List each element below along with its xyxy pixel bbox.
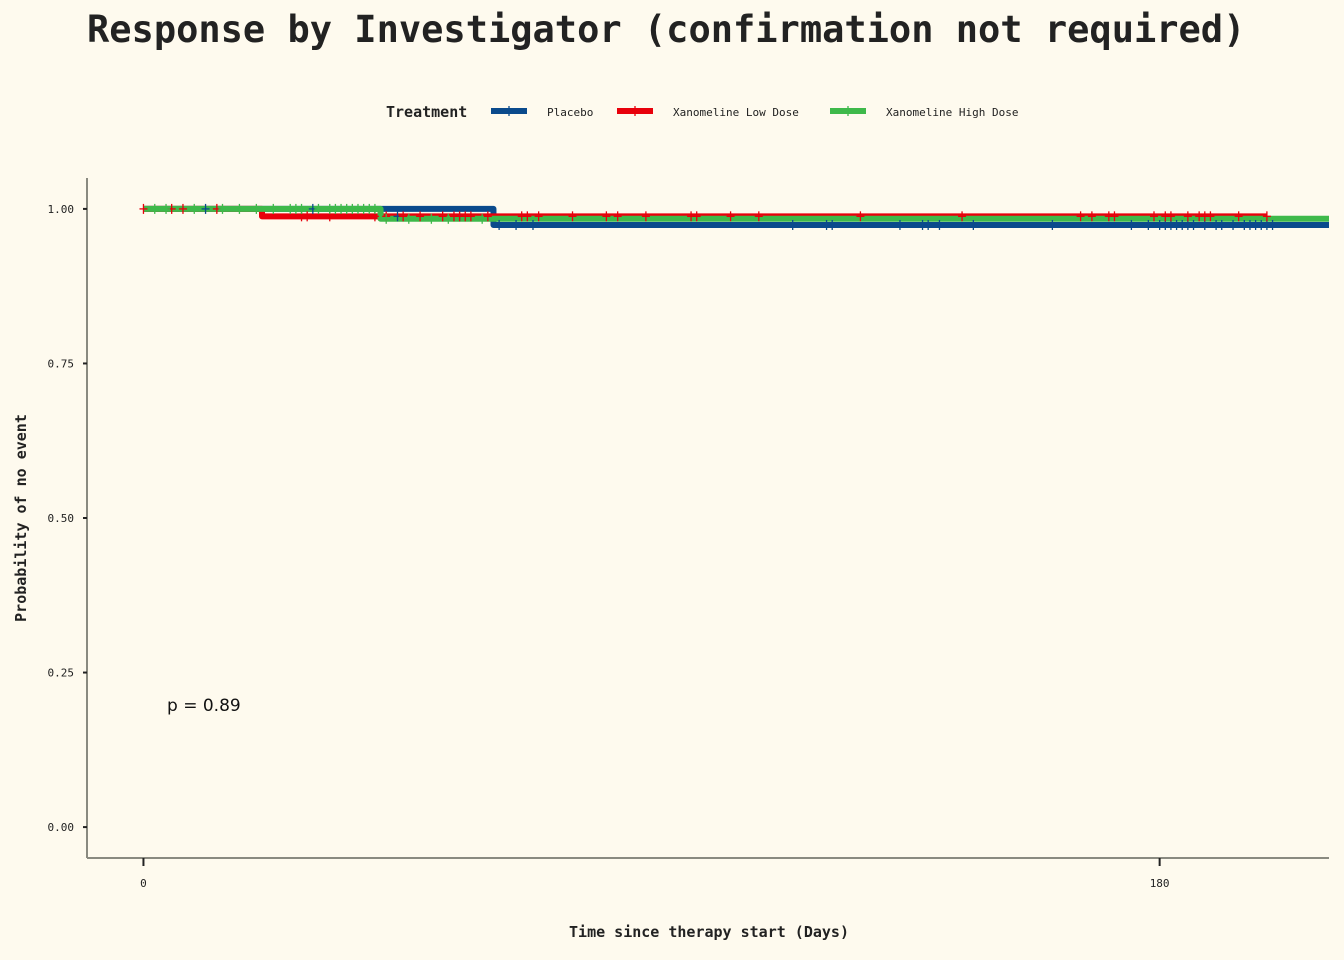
censor-mark	[478, 213, 487, 224]
censor-mark	[495, 219, 504, 230]
x-axis-title: Time since therapy start (Days)	[569, 923, 849, 941]
censor-mark	[370, 203, 379, 214]
censor-mark	[895, 219, 904, 230]
censor-mark	[178, 203, 187, 214]
censor-mark	[190, 203, 199, 214]
censor-mark	[303, 211, 312, 222]
censor-mark	[1234, 211, 1243, 222]
censor-mark	[382, 213, 391, 224]
censor-mark	[427, 213, 436, 224]
censor-mark	[235, 203, 244, 214]
chart-title: Response by Investigator (confirmation n…	[87, 8, 1245, 51]
legend-label-series-1: Placebo	[547, 106, 593, 119]
p-value-annotation: p = 0.89	[167, 696, 241, 716]
censor-mark	[602, 211, 611, 222]
censor-mark	[1127, 219, 1136, 230]
censor-mark	[512, 219, 521, 230]
censor-mark	[201, 203, 210, 214]
censor-mark	[1048, 219, 1057, 230]
censor-mark	[1229, 219, 1238, 230]
legend-label-series-2: Xanomeline Low Dose	[673, 106, 799, 119]
censor-mark	[1166, 211, 1175, 222]
censor-mark	[1206, 211, 1215, 222]
censor-mark	[924, 219, 933, 230]
censor-mark	[788, 219, 797, 230]
censor-mark	[641, 211, 650, 222]
censor-mark	[297, 203, 306, 214]
y-tick-label: 0.50	[48, 512, 75, 525]
y-tick-label: 1.00	[48, 203, 75, 216]
censor-mark	[828, 219, 837, 230]
x-tick-label: 180	[1150, 877, 1170, 890]
ticks: 0.00 0.25 0.50 0.75 1.00 0 180	[48, 203, 1170, 890]
censor-mark	[613, 211, 622, 222]
censor-mark	[1110, 211, 1119, 222]
censor-mark	[692, 211, 701, 222]
censor-mark	[466, 211, 475, 222]
censor-mark	[726, 211, 735, 222]
censor-mark	[150, 203, 159, 214]
censor-mark	[162, 203, 171, 214]
y-axis-title: Probability of no event	[12, 414, 30, 622]
censor-mark	[568, 211, 577, 222]
censor-mark	[416, 211, 425, 222]
legend: Treatment Placebo Xanomeline Low Dose Xano…	[386, 103, 1018, 121]
censor-mark	[1268, 219, 1277, 230]
censor-mark	[958, 211, 967, 222]
censor-mark	[218, 203, 227, 214]
censor-mark	[252, 203, 261, 214]
censor-mark	[1189, 219, 1198, 230]
censor-mark	[528, 219, 537, 230]
y-tick-label: 0.25	[48, 667, 75, 680]
censor-mark	[438, 211, 447, 222]
x-tick-label: 0	[140, 877, 147, 890]
km-curve-series-3	[143, 205, 1329, 222]
censor-mark	[1262, 211, 1271, 222]
censor-mark	[1200, 219, 1209, 230]
censor-mark	[314, 203, 323, 214]
censor-mark	[483, 211, 492, 222]
legend-label-series-3: Xanomeline High Dose	[886, 106, 1018, 119]
censor-mark	[444, 213, 453, 224]
censor-mark	[1144, 219, 1153, 230]
censor-mark	[935, 219, 944, 230]
censor-mark	[1149, 211, 1158, 222]
censor-mark	[856, 211, 865, 222]
censor-mark	[969, 219, 978, 230]
axes	[86, 178, 1329, 859]
censor-mark	[269, 203, 278, 214]
censor-mark	[1087, 211, 1096, 222]
censor-mark	[139, 203, 148, 214]
y-tick-label: 0.00	[48, 821, 75, 834]
censor-mark	[399, 211, 408, 222]
censor-mark	[1183, 211, 1192, 222]
legend-title: Treatment	[386, 103, 467, 121]
censor-mark	[523, 211, 532, 222]
censor-mark	[534, 211, 543, 222]
censor-mark	[1076, 211, 1085, 222]
censor-mark	[754, 211, 763, 222]
censor-marks	[139, 203, 1277, 230]
censor-mark	[1217, 219, 1226, 230]
y-tick-label: 0.75	[48, 357, 75, 370]
censor-mark	[404, 213, 413, 224]
